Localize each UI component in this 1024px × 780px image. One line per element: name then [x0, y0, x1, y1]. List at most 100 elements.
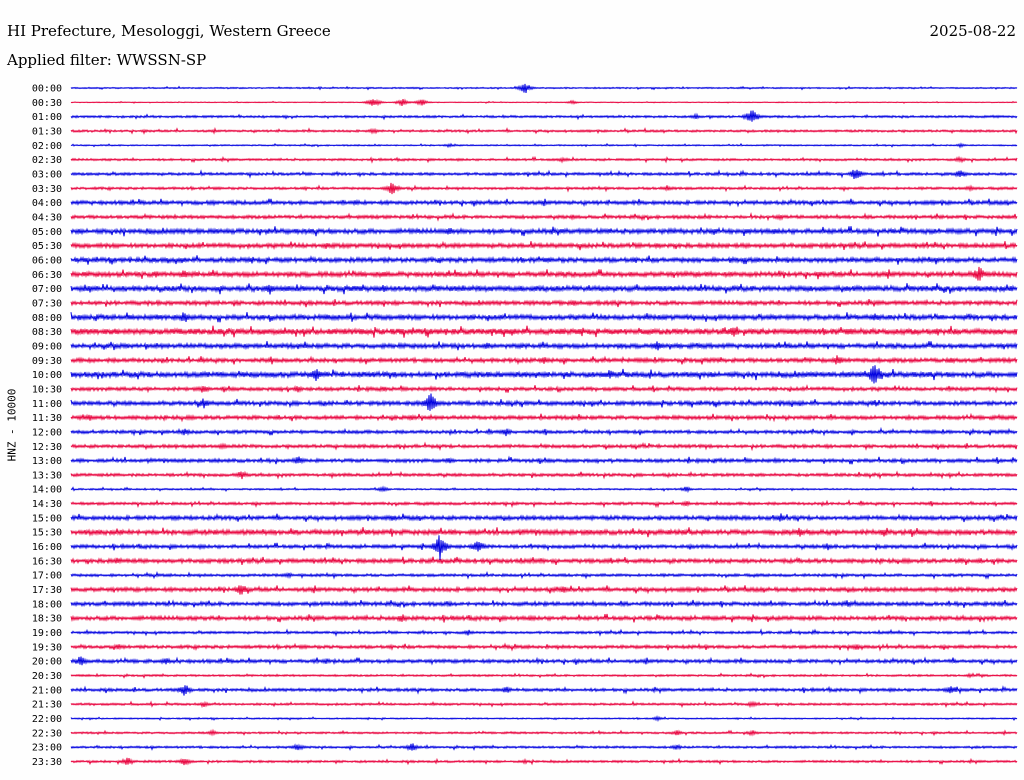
time-tick-label: 13:30 — [32, 470, 62, 481]
time-tick-label: 20:30 — [32, 671, 62, 682]
time-tick-label: 21:30 — [32, 700, 62, 711]
trace-line — [70, 527, 1018, 538]
trace-line — [70, 83, 1018, 93]
time-tick-label: 08:00 — [32, 313, 62, 324]
trace-line — [70, 599, 1018, 609]
time-tick-label: 09:00 — [32, 341, 62, 352]
trace-line — [70, 240, 1018, 251]
time-tick-label: 04:30 — [32, 212, 62, 223]
trace-line — [70, 513, 1018, 523]
time-tick-label: 18:30 — [32, 614, 62, 625]
trace-line — [70, 441, 1018, 452]
trace-line — [70, 110, 1018, 122]
trace-line — [70, 211, 1018, 222]
time-tick-label: 13:00 — [32, 456, 62, 467]
trace-line — [70, 426, 1018, 437]
time-tick-label: 14:30 — [32, 499, 62, 510]
trace-line — [70, 198, 1018, 208]
trace-line — [70, 98, 1018, 107]
time-tick-label: 15:30 — [32, 528, 62, 539]
trace-line — [70, 384, 1018, 394]
trace-line — [70, 570, 1018, 580]
time-tick-label: 14:00 — [32, 485, 62, 496]
time-tick-label: 07:30 — [32, 298, 62, 309]
trace-line — [70, 556, 1018, 566]
trace-line — [70, 642, 1018, 652]
time-tick-label: 22:30 — [32, 728, 62, 739]
time-tick-label: 15:00 — [32, 513, 62, 524]
trace-line — [70, 355, 1018, 366]
station-title: HI Prefecture, Mesologgi, Western Greece — [7, 22, 331, 40]
time-tick-label: 06:00 — [32, 255, 62, 266]
trace-line — [70, 298, 1018, 309]
time-tick-label: 04:00 — [32, 198, 62, 209]
trace-line — [70, 715, 1018, 722]
trace-line — [70, 255, 1018, 265]
trace-line — [70, 365, 1018, 384]
time-tick-label: 00:30 — [32, 98, 62, 109]
trace-line — [70, 485, 1018, 494]
trace-line — [70, 283, 1018, 295]
time-tick-label: 12:00 — [32, 427, 62, 438]
trace-line — [70, 743, 1018, 752]
time-tick-label: 21:00 — [32, 685, 62, 696]
time-tick-label: 02:00 — [32, 141, 62, 152]
record-date: 2025-08-22 — [929, 22, 1016, 40]
time-tick-label: 19:30 — [32, 642, 62, 653]
trace-line — [70, 672, 1018, 679]
time-tick-label: 22:00 — [32, 714, 62, 725]
trace-line — [70, 169, 1018, 180]
time-tick-label: 07:00 — [32, 284, 62, 295]
time-tick-label: 01:30 — [32, 126, 62, 137]
trace-line — [70, 470, 1018, 480]
trace-line — [70, 393, 1018, 411]
trace-line — [70, 155, 1018, 164]
time-tick-label: 11:30 — [32, 413, 62, 424]
time-tick-label: 05:00 — [32, 227, 62, 238]
time-tick-label: 12:30 — [32, 442, 62, 453]
time-tick-label: 03:00 — [32, 169, 62, 180]
time-tick-label: 02:30 — [32, 155, 62, 166]
time-tick-label: 00:00 — [32, 84, 62, 95]
time-tick-label: 20:00 — [32, 657, 62, 668]
trace-line — [70, 585, 1018, 595]
trace-line — [70, 412, 1018, 423]
trace-line — [70, 535, 1018, 561]
time-tick-label: 06:30 — [32, 270, 62, 281]
time-tick-label: 23:00 — [32, 743, 62, 754]
trace-line — [70, 455, 1018, 465]
time-tick-label: 05:30 — [32, 241, 62, 252]
time-tick-label: 19:00 — [32, 628, 62, 639]
filter-label: Applied filter: WWSSN-SP — [7, 51, 207, 69]
trace-line — [70, 499, 1018, 509]
time-tick-label: 10:00 — [32, 370, 62, 381]
trace-line — [70, 685, 1018, 696]
trace-line — [70, 127, 1018, 135]
time-tick-label: 17:30 — [32, 585, 62, 596]
time-tick-label: 09:30 — [32, 356, 62, 367]
trace-line — [70, 757, 1018, 766]
trace-line — [70, 656, 1018, 666]
time-tick-label: 11:00 — [32, 399, 62, 410]
time-tick-label: 01:00 — [32, 112, 62, 123]
trace-line — [70, 728, 1018, 737]
trace-line — [70, 182, 1018, 195]
time-tick-label: 16:30 — [32, 556, 62, 567]
trace-line — [70, 325, 1018, 338]
trace-line — [70, 226, 1018, 237]
trace-line — [70, 312, 1018, 323]
trace-line — [70, 628, 1018, 637]
trace-line — [70, 142, 1018, 149]
trace-line — [70, 341, 1018, 351]
trace-line — [70, 613, 1018, 623]
time-tick-label: 03:30 — [32, 184, 62, 195]
trace-line — [70, 266, 1018, 281]
time-tick-label: 08:30 — [32, 327, 62, 338]
time-tick-label: 18:00 — [32, 599, 62, 610]
time-tick-label: 16:00 — [32, 542, 62, 553]
time-tick-label: 23:30 — [32, 757, 62, 768]
time-tick-label: 17:00 — [32, 571, 62, 582]
time-tick-label: 10:30 — [32, 384, 62, 395]
trace-line — [70, 700, 1018, 709]
